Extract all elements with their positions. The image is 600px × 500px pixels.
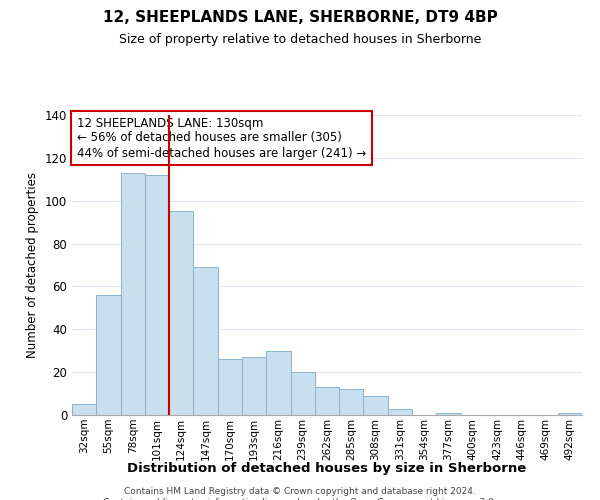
Y-axis label: Number of detached properties: Number of detached properties <box>26 172 39 358</box>
Text: Distribution of detached houses by size in Sherborne: Distribution of detached houses by size … <box>127 462 527 475</box>
Bar <box>364 396 388 415</box>
Bar <box>266 350 290 415</box>
Text: 12 SHEEPLANDS LANE: 130sqm
← 56% of detached houses are smaller (305)
44% of sem: 12 SHEEPLANDS LANE: 130sqm ← 56% of deta… <box>77 116 367 160</box>
Bar <box>72 404 96 415</box>
Bar <box>339 390 364 415</box>
Bar <box>290 372 315 415</box>
Bar <box>96 295 121 415</box>
Bar <box>145 175 169 415</box>
Bar <box>242 357 266 415</box>
Bar <box>558 413 582 415</box>
Bar <box>388 408 412 415</box>
Bar <box>315 387 339 415</box>
Text: Size of property relative to detached houses in Sherborne: Size of property relative to detached ho… <box>119 32 481 46</box>
Text: 12, SHEEPLANDS LANE, SHERBORNE, DT9 4BP: 12, SHEEPLANDS LANE, SHERBORNE, DT9 4BP <box>103 10 497 25</box>
Text: Contains HM Land Registry data © Crown copyright and database right 2024.
Contai: Contains HM Land Registry data © Crown c… <box>103 488 497 500</box>
Bar <box>436 413 461 415</box>
Bar <box>218 360 242 415</box>
Bar <box>121 173 145 415</box>
Bar <box>193 267 218 415</box>
Bar <box>169 212 193 415</box>
